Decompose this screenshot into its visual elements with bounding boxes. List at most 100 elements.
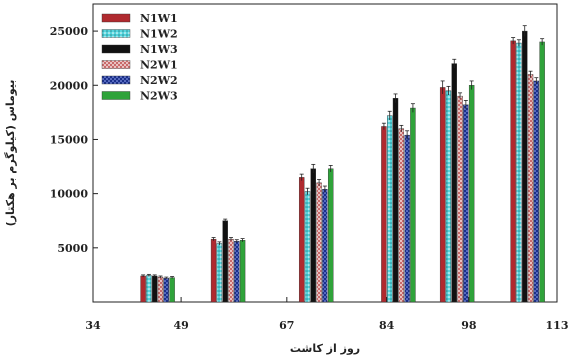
x-tick-label: 113 bbox=[546, 319, 568, 332]
error-bar-n1w1-group-5 bbox=[440, 80, 445, 94]
error-bar-n1w1-group-1 bbox=[141, 274, 146, 278]
bar-n2w1-group-1 bbox=[157, 276, 164, 303]
x-axis-title: روز از کاشت bbox=[290, 342, 360, 355]
error-bar-n1w2-group-3 bbox=[305, 187, 310, 195]
error-bar-n1w2-group-4 bbox=[387, 110, 392, 120]
bar-n2w2-group-3 bbox=[322, 189, 328, 303]
legend-item-n2w3: N2W3 bbox=[101, 90, 178, 103]
y-tick-label: 5000 bbox=[57, 242, 88, 255]
bar-n1w2-group-6 bbox=[516, 42, 522, 303]
bar-n1w1-group-1 bbox=[140, 275, 146, 303]
error-bar-n2w1-group-5 bbox=[458, 92, 463, 100]
bar-n1w2-group-5 bbox=[445, 90, 452, 303]
legend-swatch bbox=[101, 60, 131, 69]
bar-n2w1-group-5 bbox=[457, 95, 463, 303]
legend-item-n1w2: N1W2 bbox=[101, 28, 178, 41]
bar-n2w2-group-1 bbox=[163, 277, 170, 303]
error-bar-n2w2-group-5 bbox=[463, 100, 468, 110]
bar-n1w1-group-4 bbox=[381, 126, 387, 303]
x-tick-label: 84 bbox=[379, 319, 395, 332]
bar-n2w2-group-4 bbox=[404, 134, 410, 303]
bar-n1w2-group-1 bbox=[146, 275, 152, 303]
x-tick-label: 34 bbox=[85, 319, 101, 332]
error-bar-n2w3-group-5 bbox=[469, 80, 474, 90]
y-axis-title: بیوماس (کیلوگرم بر هکتار) bbox=[4, 80, 17, 227]
bar-n2w3-group-5 bbox=[468, 85, 475, 303]
bar-n2w3-group-1 bbox=[169, 277, 175, 303]
x-tick-label: 67 bbox=[279, 319, 294, 332]
legend-item-n1w1: N1W1 bbox=[101, 12, 178, 25]
error-bar-n2w1-group-1 bbox=[158, 275, 163, 279]
error-bar-n1w3-group-5 bbox=[452, 58, 457, 68]
error-bar-n1w1-group-6 bbox=[511, 37, 516, 45]
error-bars-layer bbox=[141, 25, 545, 280]
legend-swatch bbox=[101, 13, 131, 23]
bar-n1w3-group-4 bbox=[392, 98, 399, 303]
y-axis: 5000 10000 15000 20000 25000 bbox=[50, 25, 98, 255]
error-bar-n2w1-group-3 bbox=[317, 179, 322, 187]
x-axis: 34 49 67 84 98 113 bbox=[85, 297, 568, 332]
error-bar-n1w3-group-2 bbox=[223, 218, 228, 223]
bar-n2w2-group-5 bbox=[463, 104, 469, 303]
legend-item-n2w2: N2W2 bbox=[101, 74, 178, 87]
bar-n1w2-group-2 bbox=[216, 243, 223, 303]
legend-swatch bbox=[101, 44, 131, 54]
legend-label: N2W1 bbox=[140, 59, 178, 72]
bar-n1w1-group-5 bbox=[439, 87, 446, 303]
error-bar-n1w1-group-4 bbox=[381, 122, 386, 130]
error-bar-n1w1-group-2 bbox=[211, 237, 216, 241]
error-bar-n2w3-group-6 bbox=[540, 38, 545, 46]
legend: N1W1 N1W2 N1W3 N2W1 N2W2 N2W3 bbox=[101, 12, 178, 103]
error-bar-n1w3-group-6 bbox=[522, 25, 527, 37]
error-bar-n1w3-group-3 bbox=[311, 163, 316, 174]
error-bar-n2w2-group-3 bbox=[322, 185, 327, 193]
bar-n2w3-group-6 bbox=[539, 41, 545, 303]
error-bar-n2w1-group-6 bbox=[528, 70, 533, 78]
error-bar-n2w3-group-1 bbox=[170, 276, 175, 279]
error-bar-n1w2-group-5 bbox=[446, 85, 451, 96]
bar-n1w3-group-2 bbox=[222, 220, 228, 303]
bars-layer bbox=[140, 30, 545, 303]
error-bar-n1w2-group-1 bbox=[146, 273, 151, 277]
y-tick-label: 20000 bbox=[50, 79, 89, 92]
legend-label: N2W3 bbox=[140, 90, 178, 103]
legend-swatch bbox=[101, 29, 131, 38]
bar-n1w1-group-3 bbox=[298, 177, 305, 303]
error-bar-n2w2-group-4 bbox=[405, 130, 410, 140]
bar-n1w3-group-5 bbox=[451, 63, 457, 303]
bar-n1w1-group-6 bbox=[510, 40, 516, 303]
bar-n2w2-group-2 bbox=[234, 241, 240, 303]
bar-n2w1-group-3 bbox=[316, 182, 322, 303]
legend-swatch bbox=[101, 75, 131, 85]
error-bar-n1w3-group-1 bbox=[152, 274, 157, 278]
legend-label: N2W2 bbox=[140, 74, 178, 87]
bar-n2w3-group-2 bbox=[239, 240, 246, 303]
bar-n1w3-group-3 bbox=[310, 168, 316, 303]
bar-n2w1-group-2 bbox=[228, 238, 234, 303]
error-bar-n2w2-group-1 bbox=[164, 276, 169, 280]
legend-label: N1W2 bbox=[140, 28, 178, 41]
x-tick-label: 49 bbox=[173, 319, 188, 332]
error-bar-n2w3-group-2 bbox=[240, 238, 245, 242]
error-bar-n1w2-group-2 bbox=[217, 241, 222, 246]
bar-n2w1-group-4 bbox=[398, 128, 405, 303]
bar-n2w3-group-4 bbox=[410, 107, 416, 303]
error-bar-n1w3-group-4 bbox=[393, 93, 398, 103]
legend-swatch bbox=[101, 91, 131, 100]
bar-n1w3-group-6 bbox=[522, 30, 528, 303]
legend-item-n1w3: N1W3 bbox=[101, 43, 178, 56]
y-tick-label: 10000 bbox=[50, 188, 89, 201]
error-bar-n2w1-group-4 bbox=[399, 124, 404, 132]
error-bar-n2w2-group-2 bbox=[234, 239, 239, 243]
y-tick-label: 15000 bbox=[50, 133, 89, 146]
bar-n2w2-group-6 bbox=[533, 80, 540, 303]
error-bar-n2w2-group-6 bbox=[534, 77, 539, 85]
error-bar-n2w1-group-2 bbox=[228, 237, 233, 241]
legend-label: N1W1 bbox=[140, 12, 178, 25]
x-tick-label: 98 bbox=[461, 319, 477, 332]
bar-n1w3-group-1 bbox=[152, 275, 158, 303]
legend-item-n2w1: N2W1 bbox=[101, 59, 178, 72]
y-tick-label: 25000 bbox=[50, 25, 89, 38]
bar-n1w2-group-4 bbox=[387, 115, 393, 303]
